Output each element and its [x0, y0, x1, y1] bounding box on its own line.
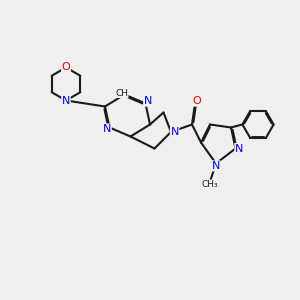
- Text: N: N: [170, 127, 179, 137]
- Text: O: O: [192, 96, 201, 106]
- Text: N: N: [235, 143, 243, 154]
- Text: N: N: [103, 124, 111, 134]
- Text: O: O: [61, 62, 70, 73]
- Text: N: N: [62, 95, 70, 106]
- Text: CH₃: CH₃: [202, 180, 218, 189]
- Text: N: N: [212, 161, 220, 171]
- Text: N: N: [144, 96, 152, 106]
- Text: CH: CH: [115, 88, 128, 98]
